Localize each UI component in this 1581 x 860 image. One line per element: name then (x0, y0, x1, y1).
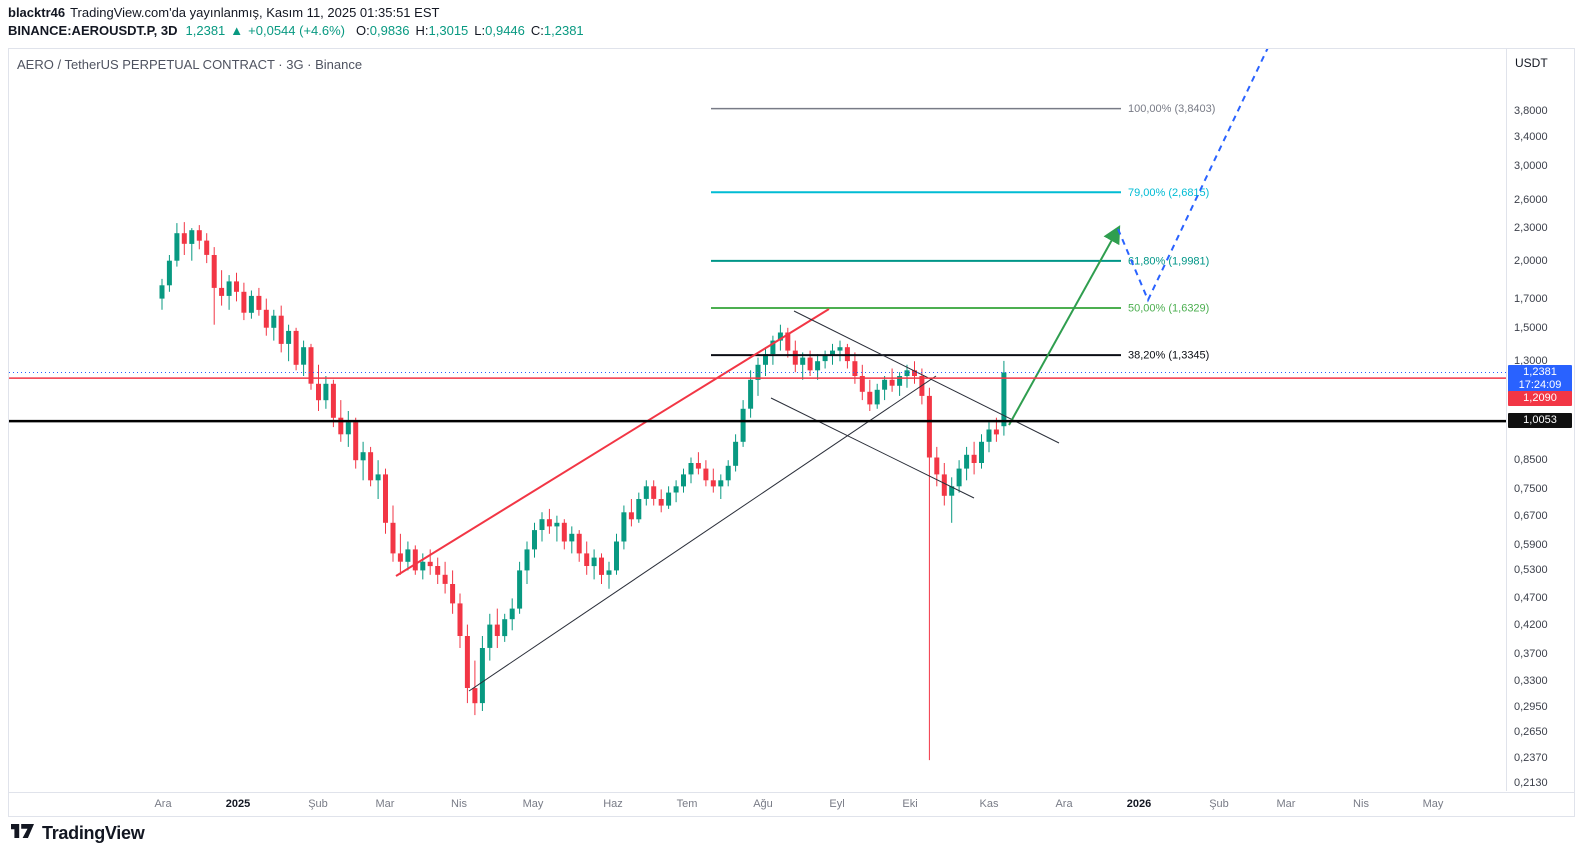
time-axis-year-label: 2025 (225, 798, 251, 810)
price-axis-label: 0,8500 (1514, 454, 1548, 467)
price-axis-label: 3,4000 (1514, 131, 1548, 143)
blue-projection-path (1117, 49, 1269, 303)
descending-channel-upper (793, 310, 1060, 444)
fib-label: 50,00% (1,6329) (1128, 303, 1209, 315)
time-axis-month-label: Kas (979, 798, 999, 810)
close-value: 1,2381 (543, 23, 584, 38)
price-axis-label: 3,8000 (1514, 105, 1548, 117)
price-axis-label: 1,3000 (1514, 355, 1548, 368)
up-arrow-icon: ▲ (230, 23, 244, 38)
price-axis-label: 0,4700 (1514, 592, 1548, 605)
close-label: C: (530, 23, 544, 38)
chart-pane[interactable]: 100,00% (3,8403) 79,00% (2,6815) 61,80% (1… (9, 49, 1506, 791)
time-axis-month-label: Nis (451, 798, 467, 810)
high-value: 1,3015 (428, 23, 469, 38)
high-label: H: (415, 23, 429, 38)
symbol-and-timeframe: BINANCE:AEROUSDT.P, 3D (8, 23, 178, 38)
price-axis-label: 0,2130 (1514, 777, 1548, 789)
price-axis-label: 0,2370 (1514, 752, 1548, 765)
pane-title: AERO / TetherUS PERPETUAL CONTRACT · 3G … (17, 57, 363, 72)
price-axis-label: 0,3700 (1514, 648, 1548, 661)
level-price-tag: 1,0053 (1508, 413, 1572, 429)
price-axis[interactable]: USDT 3,8000 3,4000 3,0000 2,6000 2,3000 2,000… (1506, 49, 1574, 791)
low-label: L: (474, 23, 486, 38)
last-price-tag: 1,2381 17:24:09 (1508, 364, 1572, 393)
price-axis-label: 0,3300 (1514, 674, 1548, 687)
ascending-support-line (468, 375, 937, 692)
price-axis-label: 0,2950 (1514, 701, 1548, 713)
time-axis-month-label: Mar (375, 798, 395, 810)
red-uptrend-line (395, 308, 830, 577)
price-change: +0,0544 (+4.6%) (248, 23, 346, 38)
low-value: 0,9446 (485, 23, 525, 38)
price-axis-label: 0,6700 (1514, 509, 1548, 522)
author-name: blacktr46 (8, 5, 66, 20)
time-axis-month-label: Ağu (753, 798, 773, 810)
publish-text: TradingView.com'da yayınlanmış, Kasım 11… (70, 5, 440, 20)
price-axis-label: 0,7500 (1514, 483, 1548, 496)
price-axis-label: 3,0000 (1514, 160, 1548, 173)
price-axis-label: 0,5900 (1514, 539, 1548, 552)
time-axis[interactable]: Ara 2025 Şub Mar Nis May Haz Tem Ağu Eyl Eki Kas Ara… (9, 792, 1574, 816)
fib-retracement: 100,00% (3,8403) 79,00% (2,6815) 61,80% (1… (711, 103, 1215, 362)
time-axis-month-label: Haz (603, 798, 623, 810)
time-axis-year-label: 2026 (1126, 798, 1152, 810)
time-axis-month-label: Nis (1353, 798, 1369, 810)
price-axis-label: 0,2650 (1514, 726, 1548, 738)
time-axis-month-label: Mar (1276, 798, 1296, 810)
time-axis-month-label: Ara (154, 798, 172, 810)
price-axis-label: 0,5300 (1514, 564, 1548, 577)
last-price: 1,2381 (185, 23, 226, 38)
candles-layer (159, 222, 1007, 761)
tradingview-logo-icon[interactable] (10, 821, 35, 846)
countdown-timer: 17:24:09 (1518, 378, 1562, 391)
price-axis-label: 1,7000 (1514, 292, 1548, 305)
price-axis-label: 2,0000 (1514, 254, 1548, 267)
chart-container: 100,00% (3,8403) 79,00% (2,6815) 61,80% (1… (8, 48, 1575, 817)
time-axis-month-label: May (1422, 798, 1444, 810)
open-label: O: (356, 23, 370, 38)
price-axis-label: 2,3000 (1514, 222, 1548, 235)
price-axis-label: 2,6000 (1514, 193, 1548, 206)
fib-label: 79,00% (2,6815) (1128, 187, 1209, 199)
time-axis-month-label: May (522, 798, 544, 810)
fib-label: 100,00% (3,8403) (1128, 103, 1215, 115)
fib-label: 61,80% (1,9981) (1128, 255, 1209, 267)
price-axis-currency: USDT (1515, 56, 1548, 70)
time-axis-month-label: Eyl (829, 798, 845, 810)
alert-price-tag: 1,2090 (1508, 391, 1572, 407)
time-axis-month-label: Şub (308, 798, 328, 810)
time-axis-month-label: Şub (1209, 798, 1229, 810)
descending-channel-lower (770, 397, 975, 499)
time-axis-month-label: Eki (902, 798, 918, 810)
publish-info-bar: blacktr46 TradingView.com'da yayınlanmış,… (8, 5, 439, 20)
tradingview-branding[interactable]: TradingView (10, 821, 145, 846)
fib-label: 38,20% (1,3345) (1128, 350, 1209, 362)
open-value: 0,9836 (369, 23, 410, 38)
green-projection-line (1008, 225, 1121, 426)
symbol-status-bar: BINANCE:AEROUSDT.P, 3D 1,2381 ▲ +0,0544 (+4… (8, 23, 584, 38)
price-axis-label: 0,4200 (1514, 618, 1548, 631)
price-chart-canvas[interactable]: 100,00% (3,8403) 79,00% (2,6815) 61,80% (1… (9, 49, 1506, 791)
time-axis-month-label: Ara (1055, 798, 1073, 810)
price-axis-label: 1,5000 (1514, 321, 1548, 334)
tradingview-logo-text[interactable]: TradingView (42, 823, 145, 843)
time-axis-month-label: Tem (676, 798, 698, 810)
